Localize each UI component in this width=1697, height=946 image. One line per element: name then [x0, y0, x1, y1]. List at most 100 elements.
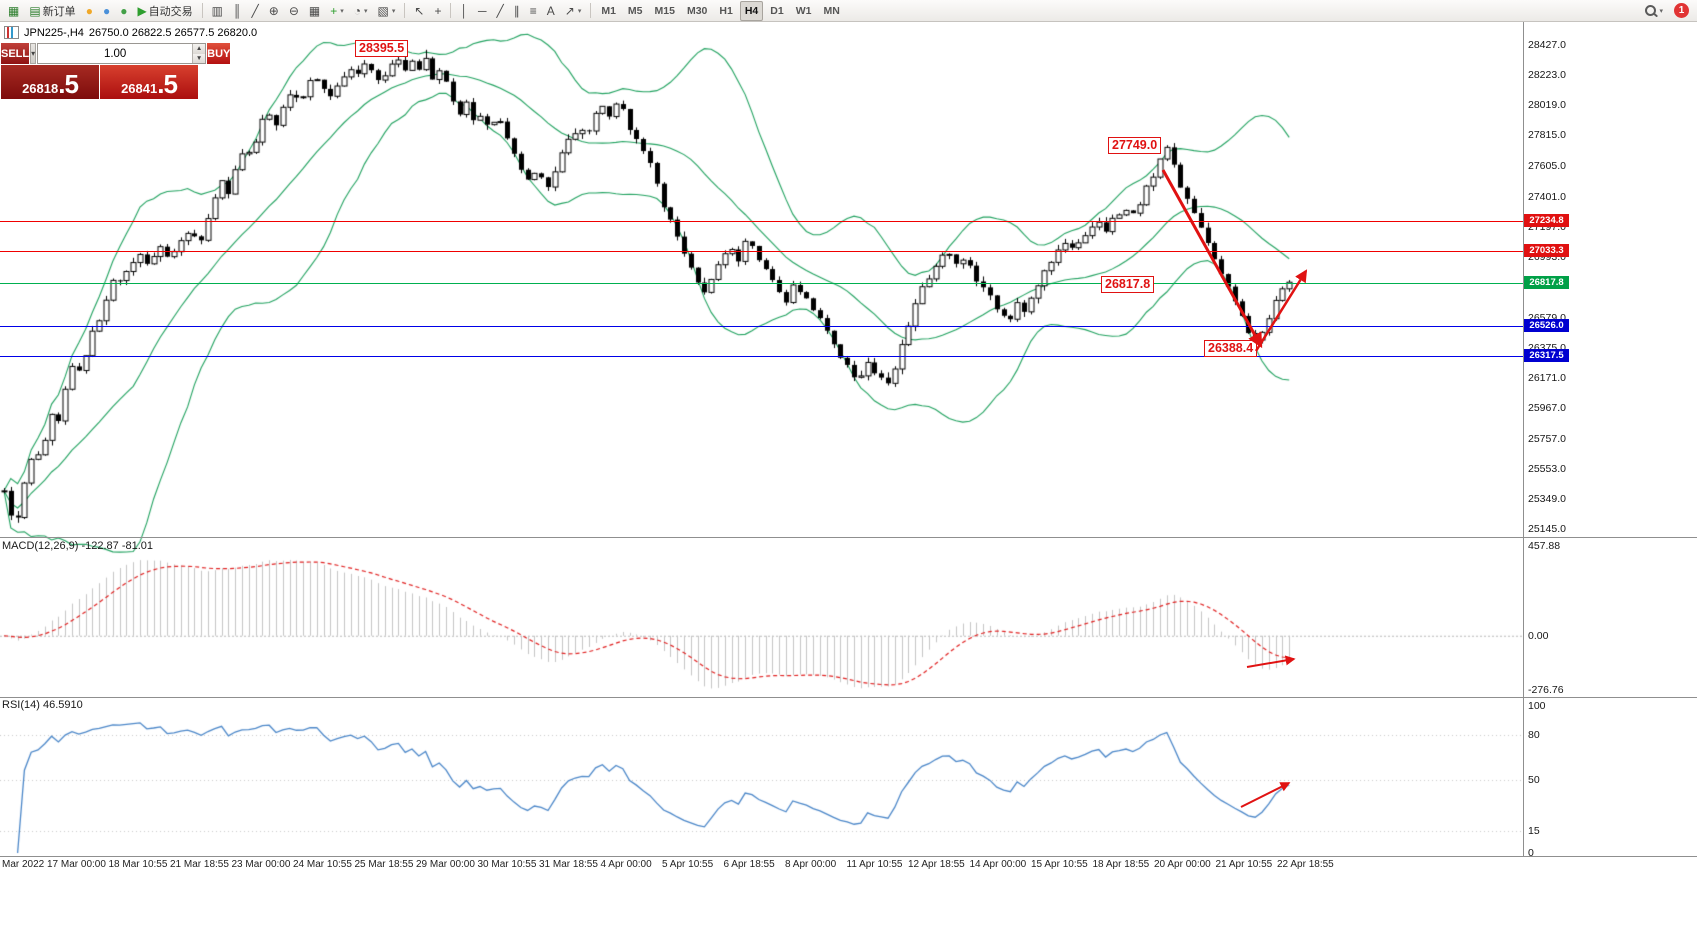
templates-icon[interactable]: ▧ ▾ — [377, 3, 396, 18]
horizontal-line-icon[interactable]: ─ — [477, 3, 487, 18]
mql5-community-icon[interactable]: ● — [85, 3, 93, 18]
zoom-in-icon[interactable]: ⊕ — [268, 3, 279, 18]
sell-price-main: 26818 — [22, 80, 59, 96]
timeframe-d1-button[interactable]: D1 — [770, 4, 784, 17]
main-toolbar: ▦ ▤ 新订单 ● ● ● ▶ 自动交易 ▥ ║ ╱ ⊕ ⊖ ▦ + ▾ ◔ ▾ ▧ ▾ ↖ + │ ─ ╱ ∥ ≡ A ↗ ▾ M1 M5 M… — [0, 0, 1697, 22]
timeframe-m1-button[interactable]: M1 — [601, 4, 616, 17]
sell-button-label: SELL — [1, 47, 30, 60]
notification-badge[interactable]: 1 — [1674, 3, 1689, 18]
macd-scale-label: -276.76 — [1528, 684, 1564, 696]
arrows-tool-icon[interactable]: ↗ ▾ — [564, 3, 582, 18]
new-chart-icon[interactable]: ▦ — [8, 3, 20, 18]
sell-options-caret[interactable]: ▾ — [30, 43, 37, 64]
buy-button[interactable]: BUY — [207, 43, 231, 64]
horizontal-line-26317.5[interactable] — [0, 356, 1523, 357]
trendline-icon[interactable]: ╱ — [496, 3, 504, 18]
sell-button[interactable]: SELL — [1, 43, 30, 64]
rsi-indicator-label: RSI(14) 46.5910 — [2, 699, 83, 711]
timeframe-mn-button[interactable]: MN — [823, 4, 840, 17]
timeframe-m5-button[interactable]: M5 — [627, 4, 643, 17]
horizontal-line-26817.8[interactable] — [0, 283, 1523, 284]
price-axis-label: 25145.0 — [1528, 523, 1566, 536]
buy-button-label: BUY — [207, 47, 231, 60]
timeframe-h4-button[interactable]: H4 — [739, 0, 764, 21]
buy-price-display[interactable]: 26841.5 — [100, 65, 198, 99]
time-axis-label: 22 Apr 18:55 — [1277, 859, 1334, 870]
crosshair-icon[interactable]: + — [434, 3, 442, 18]
timeframe-m15-button[interactable]: M15 — [654, 4, 675, 17]
time-axis-label: 30 Mar 10:55 — [477, 859, 537, 870]
volume-up-button[interactable]: ▲ — [193, 44, 206, 54]
toolbar-separator — [404, 3, 406, 18]
panel-separator-rsi[interactable] — [0, 697, 1697, 698]
horizontal-line-27234.8[interactable] — [0, 221, 1523, 222]
new-order-button[interactable]: ▤ 新订单 — [29, 3, 76, 18]
one-click-controls-row: SELL ▾ ▲ ▼ BUY — [1, 43, 231, 64]
time-axis-label: 21 Mar 18:55 — [170, 859, 229, 870]
text-icon[interactable]: A — [546, 3, 555, 18]
price-tag-26817.8: 26817.8 — [1524, 276, 1569, 289]
time-axis-label: 8 Apr 00:00 — [785, 859, 837, 870]
sell-price-pips: .5 — [58, 68, 79, 99]
time-axis-label: 23 Mar 00:00 — [231, 859, 291, 870]
rsi-scale-label: 80 — [1528, 729, 1540, 742]
time-axis-label: 11 Apr 10:55 — [846, 859, 903, 870]
price-annotation-28395.5[interactable]: 28395.5 — [355, 40, 409, 57]
price-tag-26526.0: 26526.0 — [1524, 319, 1569, 332]
tile-windows-icon[interactable]: ▦ — [308, 3, 321, 18]
sell-price-display[interactable]: 26818.5 — [1, 65, 99, 99]
price-axis-label: 26171.0 — [1528, 371, 1566, 384]
volume-down-button[interactable]: ▼ — [193, 53, 206, 63]
time-axis-label: 14 Apr 00:00 — [969, 859, 1027, 870]
toolbar-items: ▦ ▤ 新订单 ● ● ● ▶ 自动交易 ▥ ║ ╱ ⊕ ⊖ ▦ + ▾ ◔ ▾ ▧ ▾ ↖ + │ ─ ╱ ∥ ≡ A ↗ ▾ M1 M5 M… — [4, 0, 1641, 21]
autotrading-button[interactable]: ▶ 自动交易 — [137, 3, 193, 18]
line-chart-icon[interactable]: ╱ — [251, 3, 259, 18]
macd-scale-label: 457.88 — [1528, 540, 1561, 552]
toolbar-separator — [201, 3, 203, 18]
search-button[interactable]: ▾ — [1641, 1, 1667, 21]
time-axis-label: 5 Apr 10:55 — [662, 859, 714, 870]
timeframe-m30-button[interactable]: M30 — [686, 4, 708, 17]
rsi-scale-label: 0 — [1528, 847, 1534, 859]
price-tag-26317.5: 26317.5 — [1524, 349, 1569, 362]
ohlc-values: 26750.0 26822.5 26577.5 26820.0 — [88, 26, 258, 39]
price-scale-border — [1523, 22, 1524, 856]
horizontal-line-27033.3[interactable] — [0, 251, 1523, 252]
horizontal-line-26526.0[interactable] — [0, 326, 1523, 327]
channel-icon[interactable]: ∥ — [513, 3, 520, 18]
time-axis-label: 24 Mar 10:55 — [293, 859, 352, 870]
rsi-scale-label: 50 — [1528, 773, 1540, 786]
chart-window-icon — [4, 26, 19, 39]
cursor-icon[interactable]: ↖ — [414, 3, 425, 18]
time-axis-label: 6 Apr 18:55 — [723, 859, 775, 870]
price-annotation-27749.0[interactable]: 27749.0 — [1108, 137, 1162, 154]
toolbar-separator — [590, 3, 592, 18]
candlestick-chart-icon[interactable]: ║ — [233, 3, 242, 18]
buy-price-pips: .5 — [157, 68, 178, 99]
price-annotation-26817.8[interactable]: 26817.8 — [1101, 276, 1155, 293]
rsi-scale-label: 100 — [1528, 700, 1546, 712]
zoom-out-icon[interactable]: ⊖ — [288, 3, 299, 18]
timeframe-h1-button[interactable]: H1 — [719, 4, 733, 17]
time-axis-label: 12 Apr 18:55 — [908, 859, 965, 870]
market-icon[interactable]: ● — [120, 3, 128, 18]
indicators-icon[interactable]: + ▾ — [330, 3, 344, 18]
toolbar-separator — [450, 3, 452, 18]
vertical-line-icon[interactable]: │ — [460, 3, 468, 18]
price-annotation-26388.4[interactable]: 26388.4 — [1204, 340, 1258, 357]
panel-separator-macd[interactable] — [0, 537, 1697, 538]
time-axis-label: 18 Mar 10:55 — [108, 859, 168, 870]
time-axis-label: 25 Mar 18:55 — [354, 859, 414, 870]
chat-icon[interactable]: ● — [102, 3, 111, 18]
price-tag-27033.3: 27033.3 — [1524, 244, 1569, 257]
time-axis-label: 15 Apr 10:55 — [1031, 859, 1088, 870]
volume-input[interactable] — [38, 44, 193, 63]
timeframe-w1-button[interactable]: W1 — [795, 4, 812, 17]
fibonacci-icon[interactable]: ≡ — [529, 3, 537, 18]
price-axis-label: 28427.0 — [1528, 39, 1566, 52]
bar-chart-icon[interactable]: ▥ — [211, 3, 224, 18]
periods-icon[interactable]: ◔ ▾ — [353, 3, 368, 18]
